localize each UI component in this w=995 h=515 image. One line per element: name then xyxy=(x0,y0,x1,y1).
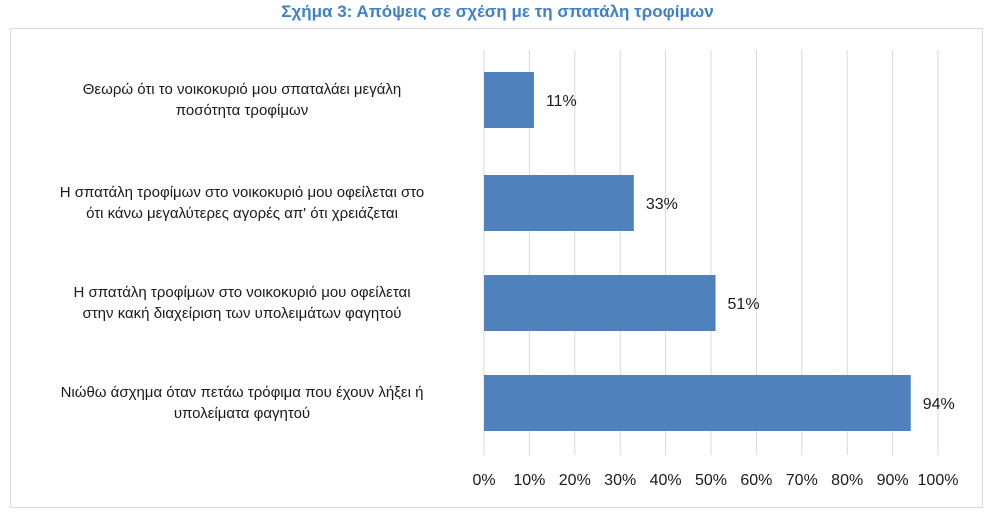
x-tick-label: 20% xyxy=(559,472,591,489)
x-tick-label: 60% xyxy=(740,472,772,489)
bar xyxy=(484,175,634,231)
x-tick-label: 10% xyxy=(513,472,545,489)
x-tick-label: 80% xyxy=(831,472,863,489)
data-label: 11% xyxy=(546,93,577,110)
category-label: Η σπατάλη τροφίμων στο νοικοκυριό μου οφ… xyxy=(12,182,472,224)
x-tick-label: 0% xyxy=(472,472,495,489)
category-label-line: Νιώθω άσχημα όταν πετάω τρόφιμα που έχου… xyxy=(60,384,424,401)
data-label: 51% xyxy=(728,296,760,313)
category-label-line: ότι κάνω μεγαλύτερες αγορές απ' ότι χρει… xyxy=(86,205,398,222)
x-tick-label: 40% xyxy=(650,472,682,489)
data-label: 94% xyxy=(923,396,955,413)
category-label: Θεωρώ ότι το νοικοκυριό μου σπαταλάει με… xyxy=(12,79,472,121)
category-label-line: Η σπατάλη τροφίμων στο νοικοκυριό μου οφ… xyxy=(59,184,425,201)
x-tick-label: 100% xyxy=(918,472,959,489)
category-label-line: υπολείματα φαγητού xyxy=(173,405,311,422)
bar xyxy=(484,72,534,128)
category-label-line: ποσότητα τροφίμων xyxy=(175,102,309,119)
category-label: Νιώθω άσχημα όταν πετάω τρόφιμα που έχου… xyxy=(12,382,472,424)
category-label-line: Θεωρώ ότι το νοικοκυριό μου σπαταλάει με… xyxy=(82,81,402,98)
x-tick-label: 90% xyxy=(877,472,909,489)
bar xyxy=(484,375,911,431)
category-label-line: Η σπατάλη τροφίμων στο νοικοκυριό μου οφ… xyxy=(73,284,411,301)
category-label: Η σπατάλη τροφίμων στο νοικοκυριό μου οφ… xyxy=(12,282,472,324)
x-tick-label: 50% xyxy=(695,472,727,489)
category-label-line: στην κακή διαχείριση των υπολειμάτων φαγ… xyxy=(82,305,402,322)
chart-title: Σχήμα 3: Απόψεις σε σχέση με τη σπατάλη … xyxy=(281,2,714,21)
x-tick-label: 30% xyxy=(604,472,636,489)
bar xyxy=(484,275,716,331)
data-label: 33% xyxy=(646,196,678,213)
x-tick-label: 70% xyxy=(786,472,818,489)
chart-frame xyxy=(10,28,983,508)
